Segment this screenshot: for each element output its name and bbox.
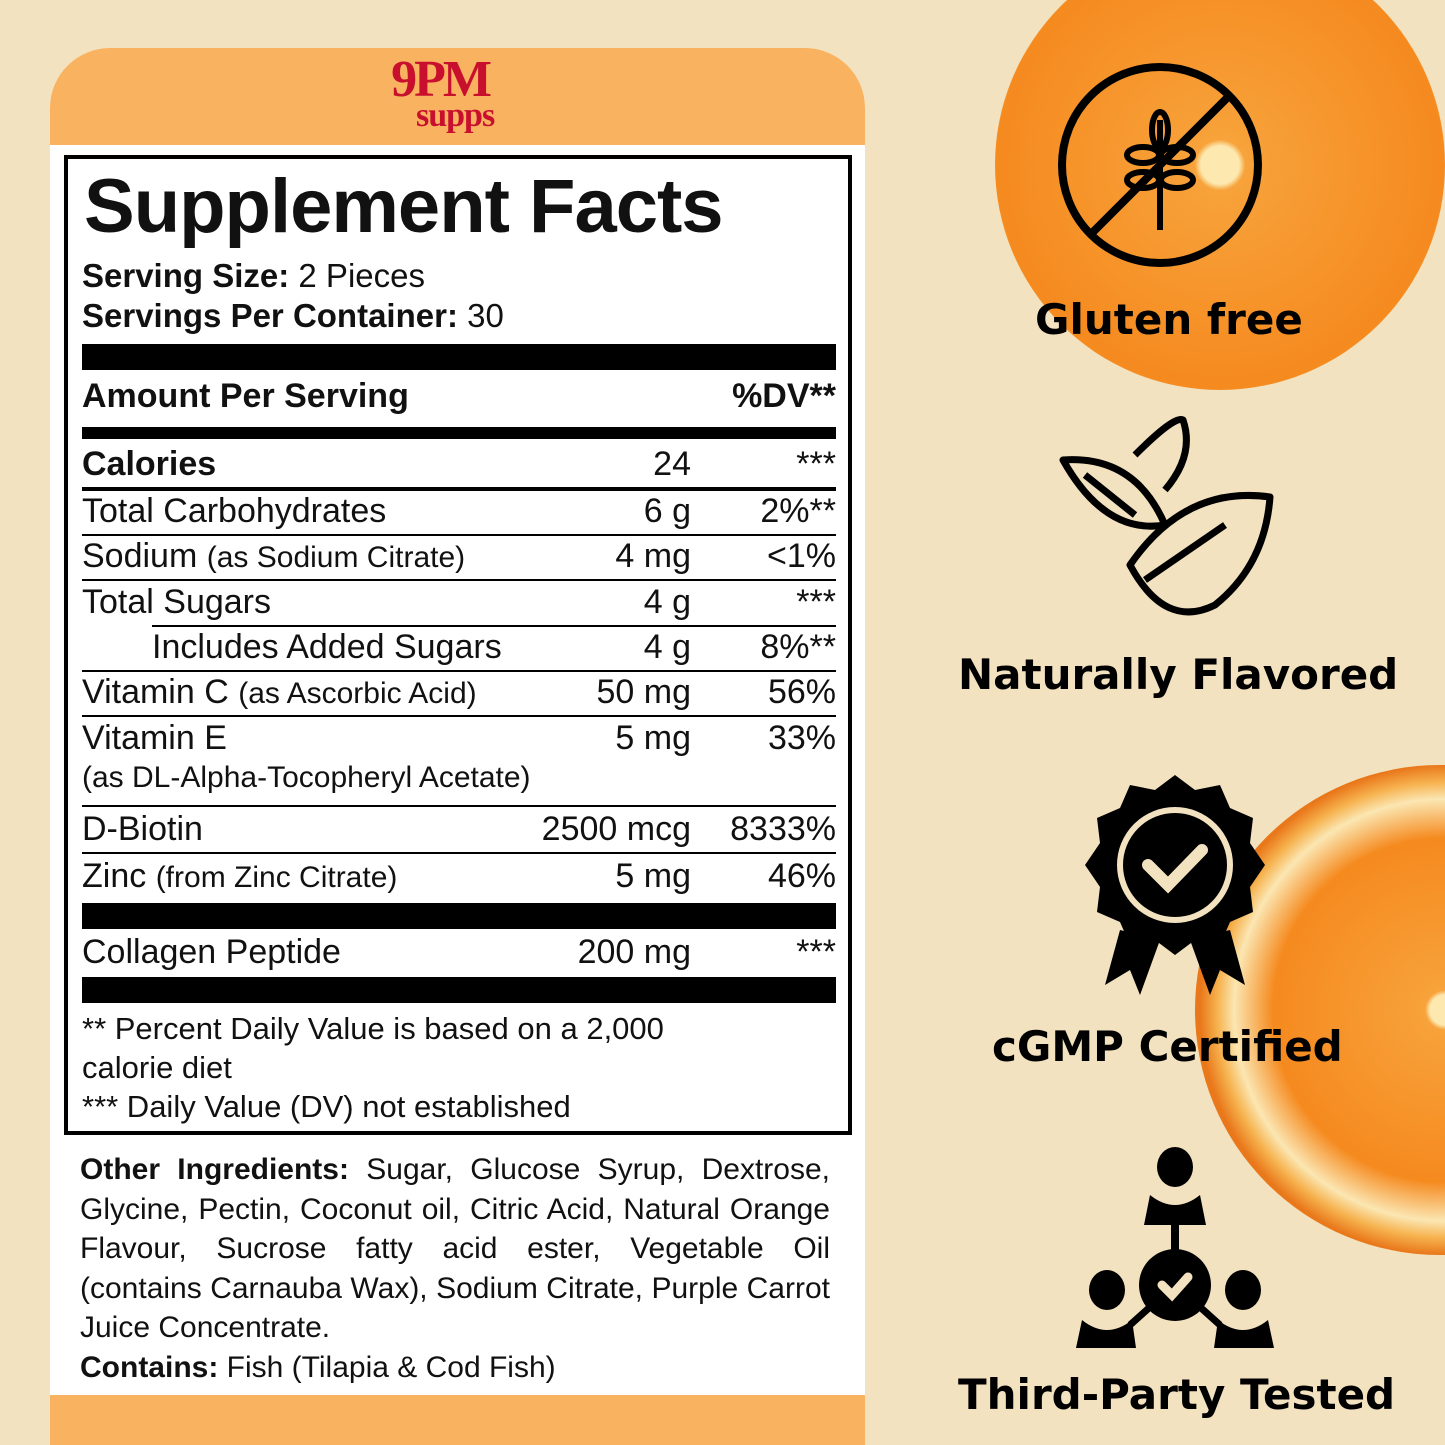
table-row: Includes Added Sugars 4 g 8%** [152, 628, 836, 666]
facts-title: Supplement Facts [84, 164, 724, 249]
table-row: Collagen Peptide 200 mg *** [82, 933, 836, 971]
table-row: Zinc (from Zinc Citrate) 5 mg 46% [82, 857, 836, 895]
award-badge-icon [1085, 775, 1265, 995]
other-ingredients: Other Ingredients: Sugar, Glucose Syrup,… [80, 1153, 831, 1384]
brand-logo: 9PM supps [391, 51, 495, 135]
badge-cgmp-certified: cGMP Certified [992, 1022, 1343, 1071]
footnote-not-established: *** Daily Value (DV) not established [82, 1089, 571, 1124]
vitamin-e-note: (as DL-Alpha-Tocopheryl Acetate) [82, 761, 531, 794]
amount-header: Amount Per Serving %DV** [82, 377, 836, 415]
table-row: Vitamin C (as Ascorbic Acid) 50 mg 56% [82, 673, 836, 711]
servings-per-container: Servings Per Container: 30 [82, 297, 504, 334]
table-row: Total Carbohydrates 6 g 2%** [82, 492, 836, 530]
leaf-icon [1059, 416, 1274, 616]
table-row: Sodium (as Sodium Citrate) 4 mg <1% [82, 537, 836, 575]
no-wheat-icon [1058, 63, 1262, 267]
badge-gluten-free: Gluten free [1035, 295, 1303, 344]
supplement-facts-panel: Supplement Facts Serving Size: 2 Pieces … [64, 155, 852, 1135]
table-row: D-Biotin 2500 mcg 8333% [82, 810, 836, 848]
footnote-dv: ** Percent Daily Value is based on a 2,0… [82, 1011, 664, 1085]
serving-size: Serving Size: 2 Pieces [82, 257, 425, 294]
people-network-check-icon [1076, 1147, 1274, 1348]
badge-third-party-tested: Third-Party Tested [958, 1370, 1396, 1419]
table-row: Total Sugars 4 g *** [82, 583, 836, 621]
bottom-band [50, 1395, 865, 1445]
table-row: Calories 24 *** [82, 445, 836, 483]
top-band [50, 48, 865, 145]
badge-naturally-flavored: Naturally Flavored [958, 650, 1399, 699]
